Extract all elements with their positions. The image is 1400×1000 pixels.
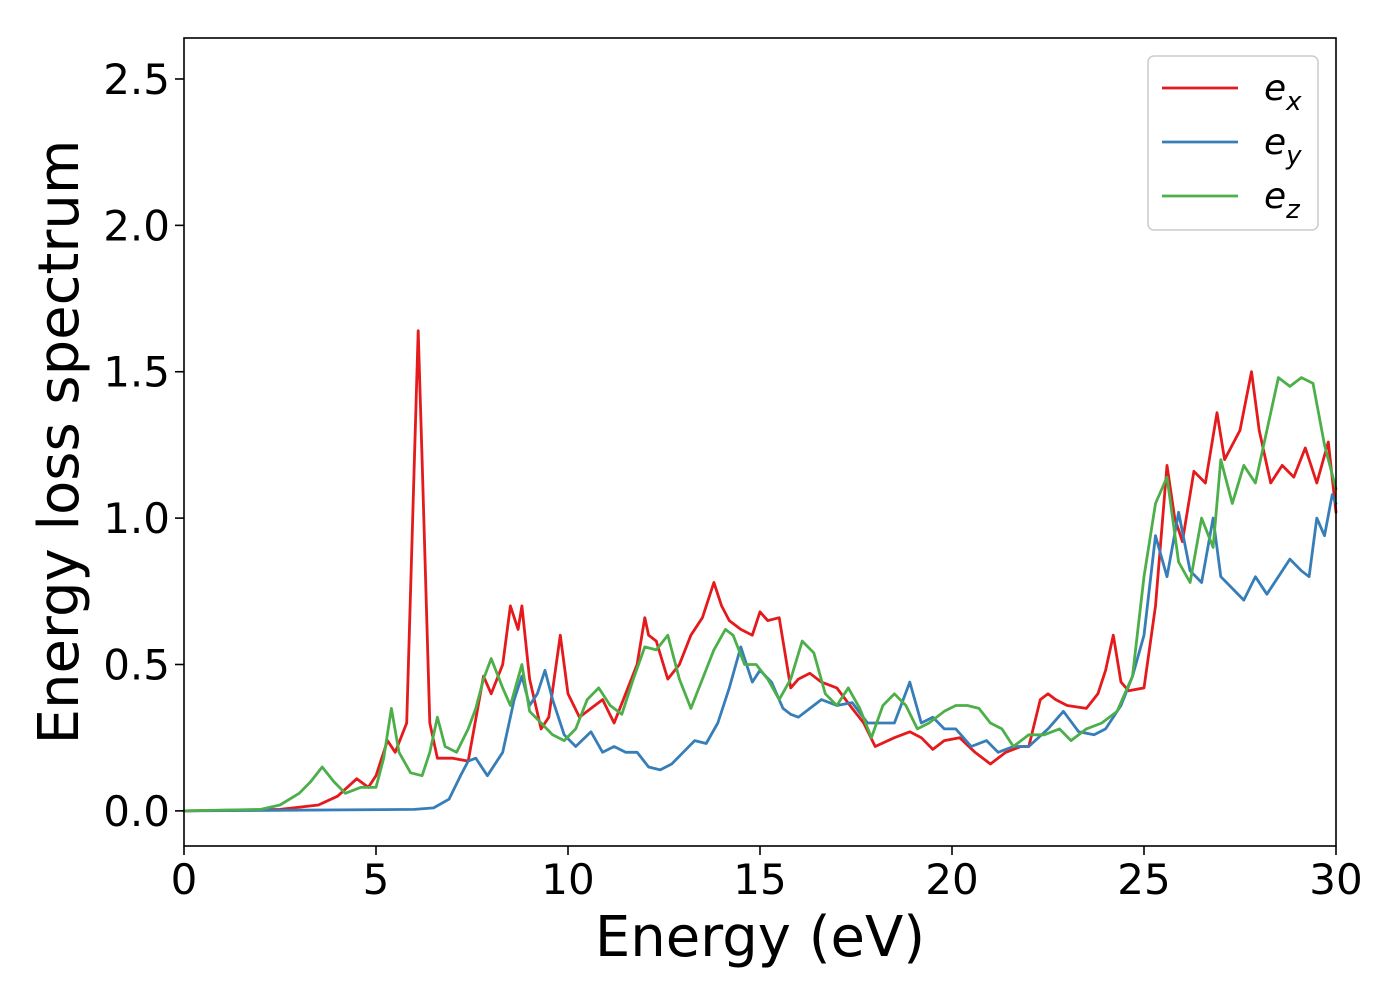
- x-tick-label: 25: [1117, 855, 1170, 904]
- x-tick-label: 0: [171, 855, 198, 904]
- x-axis-title: Energy (eV): [595, 905, 925, 970]
- series-line-z: [182, 376, 1338, 813]
- y-tick-label: 1.0: [103, 494, 170, 543]
- y-tick-label: 0.5: [103, 640, 170, 689]
- y-tick-label: 2.5: [103, 55, 170, 104]
- x-tick-label: 15: [733, 855, 786, 904]
- series-layer: [182, 329, 1338, 813]
- y-axis: 0.0 0.5 1.0 1.5 2.0 2.5: [103, 55, 184, 836]
- x-tick-label: 30: [1309, 855, 1362, 904]
- x-tick-label: 20: [925, 855, 978, 904]
- y-tick-label: 2.0: [103, 201, 170, 250]
- y-tick-label: 1.5: [103, 348, 170, 397]
- y-tick-label: 0.0: [103, 787, 170, 836]
- x-tick-label: 10: [541, 855, 594, 904]
- plot-area-background: [184, 38, 1336, 846]
- y-axis-title: Energy loss spectrum: [27, 140, 92, 745]
- x-tick-label: 5: [363, 855, 390, 904]
- x-axis: 0 5 10 15 20 25 30: [171, 846, 1363, 904]
